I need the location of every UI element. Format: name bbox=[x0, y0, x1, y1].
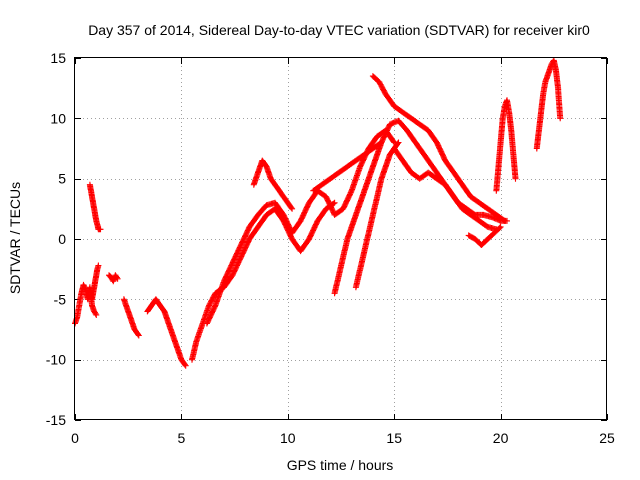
data-point bbox=[496, 224, 503, 231]
data-point bbox=[288, 204, 295, 211]
series-prn-h bbox=[203, 127, 398, 327]
y-tick-label: 15 bbox=[50, 50, 66, 66]
tick-labels: 0 5 10 15 20 25 -15 -10 -5 0 5 10 15 bbox=[46, 50, 615, 446]
data-point bbox=[135, 332, 142, 339]
x-tick-label: 15 bbox=[386, 430, 402, 446]
data-points bbox=[72, 57, 564, 369]
x-axis-label: GPS time / hours bbox=[287, 457, 394, 473]
data-point bbox=[289, 205, 296, 212]
data-point bbox=[390, 138, 397, 145]
data-point bbox=[92, 310, 99, 317]
data-point bbox=[95, 262, 102, 269]
series-prn-b bbox=[86, 181, 104, 233]
series-prn-f bbox=[144, 296, 189, 369]
chart-title: Day 357 of 2014, Sidereal Day-to-day VTE… bbox=[88, 22, 590, 38]
y-tick-label: -10 bbox=[46, 352, 66, 368]
data-point bbox=[181, 361, 188, 368]
series-prn-i bbox=[250, 157, 296, 212]
data-point bbox=[497, 223, 504, 230]
data-point bbox=[182, 362, 189, 369]
x-tick-label: 5 bbox=[178, 430, 186, 446]
x-tick-label: 25 bbox=[599, 430, 615, 446]
data-point bbox=[93, 312, 100, 318]
data-point bbox=[97, 226, 104, 233]
y-axis-label: SDTVAR / TECUs bbox=[7, 182, 23, 294]
data-point bbox=[512, 175, 519, 182]
x-tick-label: 10 bbox=[280, 430, 296, 446]
plot-frame bbox=[74, 57, 607, 420]
data-point bbox=[113, 274, 120, 281]
series-prn-c bbox=[89, 262, 102, 303]
series-prn-n bbox=[352, 139, 402, 291]
data-point bbox=[378, 139, 385, 146]
y-tick-label: -5 bbox=[54, 291, 67, 307]
x-tick-label: 0 bbox=[71, 430, 79, 446]
data-point bbox=[500, 217, 507, 224]
data-point bbox=[114, 275, 121, 282]
y-tick-label: 10 bbox=[50, 110, 66, 126]
series-prn-k bbox=[369, 73, 508, 224]
data-point bbox=[501, 217, 508, 224]
series-prn-o bbox=[465, 223, 504, 248]
series-prn-m bbox=[331, 139, 385, 297]
x-tick-label: 20 bbox=[493, 430, 509, 446]
series-prn-d bbox=[106, 272, 121, 285]
data-point bbox=[557, 115, 564, 122]
data-point bbox=[395, 139, 402, 146]
y-tick-label: 0 bbox=[58, 231, 66, 247]
series-prn-q bbox=[533, 57, 564, 152]
series-prn-l bbox=[391, 145, 500, 233]
data-point bbox=[394, 140, 401, 147]
y-tick-label: -15 bbox=[46, 412, 66, 428]
y-tick-label: 5 bbox=[58, 171, 66, 187]
series-prn-p bbox=[493, 97, 519, 194]
series-prn-e bbox=[120, 296, 142, 339]
data-point bbox=[331, 199, 338, 206]
data-point bbox=[135, 331, 142, 338]
